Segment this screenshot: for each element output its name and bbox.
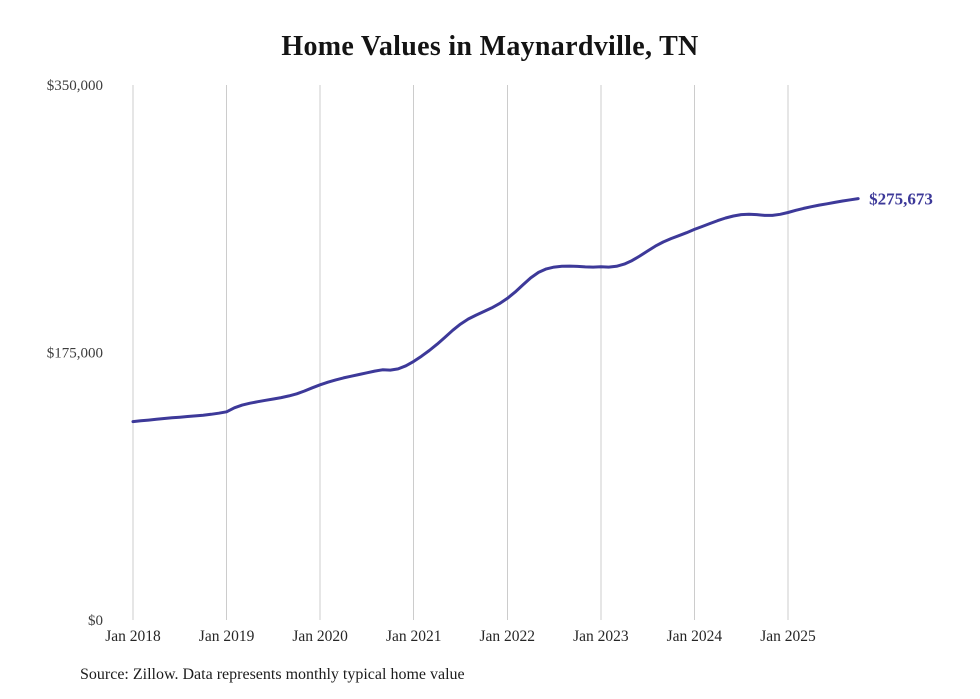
x-tick-label: Jan 2023 (573, 628, 629, 645)
y-tick-label: $0 (88, 613, 103, 629)
x-tick-label: Jan 2019 (199, 628, 255, 645)
latest-value-label: $275,673 (869, 190, 933, 209)
x-tick-label: Jan 2022 (480, 628, 536, 645)
x-tick-label: Jan 2024 (667, 628, 723, 645)
x-tick-label: Jan 2025 (760, 628, 816, 645)
x-tick-label: Jan 2020 (292, 628, 348, 645)
home-value-line (131, 197, 860, 424)
chart-title: Home Values in Maynardville, TN (281, 31, 699, 62)
source-note: Source: Zillow. Data represents monthly … (80, 666, 465, 683)
x-tick-label: Jan 2018 (105, 628, 161, 645)
y-tick-label: $350,000 (47, 78, 103, 94)
x-tick-label: Jan 2021 (386, 628, 442, 645)
y-tick-label: $175,000 (47, 346, 103, 362)
